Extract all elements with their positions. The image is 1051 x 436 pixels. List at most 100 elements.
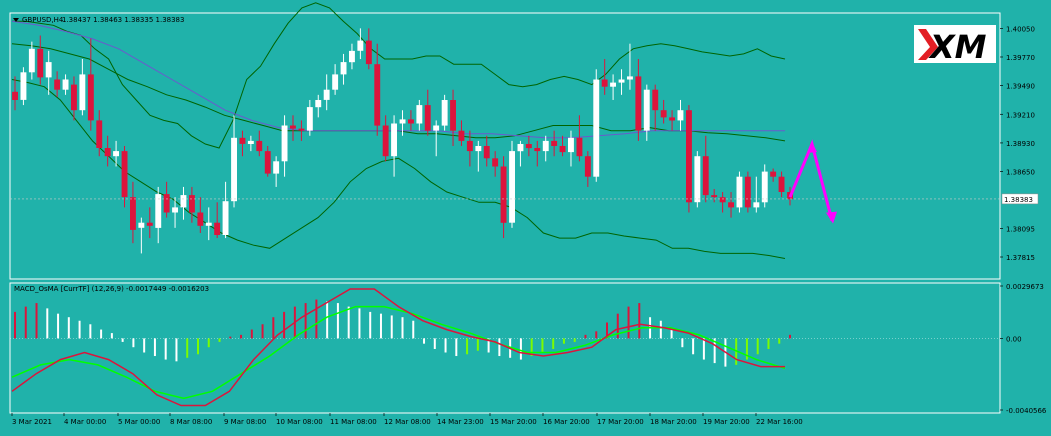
candle-body xyxy=(374,64,381,126)
candle-body xyxy=(273,161,280,174)
candle-body xyxy=(719,197,726,203)
candle-body xyxy=(290,125,296,129)
candle-body xyxy=(391,123,397,157)
candle-body xyxy=(180,195,187,208)
candle-body xyxy=(686,110,692,203)
candle-body xyxy=(744,176,751,208)
candle-body xyxy=(349,50,355,63)
candle-body xyxy=(239,137,246,144)
candle-body xyxy=(315,100,322,108)
candle-body xyxy=(753,202,760,208)
x-tick-label: 19 Mar 20:00 xyxy=(703,418,750,426)
y-tick-label: 1.37815 xyxy=(1006,254,1035,262)
forecast-arrow-down-head xyxy=(826,211,837,224)
x-tick-label: 15 Mar 20:00 xyxy=(490,418,537,426)
candle-body xyxy=(643,89,650,131)
candle-body xyxy=(669,117,675,121)
forecast-arrow-up-head xyxy=(807,141,817,153)
candle-body xyxy=(424,105,431,131)
bollinger-middle-line xyxy=(11,43,786,142)
candle-body xyxy=(197,212,204,226)
candle-body xyxy=(433,125,440,131)
candle-body xyxy=(214,222,221,235)
current-price-tag xyxy=(1001,193,1039,205)
candle-body xyxy=(172,207,178,213)
x-tick-label: 10 Mar 08:00 xyxy=(276,418,323,426)
candle-body xyxy=(12,91,18,100)
logo-x-red-part xyxy=(918,29,938,60)
candle-body xyxy=(79,74,86,111)
candle-body xyxy=(761,171,768,203)
y-tick-label: 1.39210 xyxy=(1006,111,1035,119)
candle-body xyxy=(37,48,44,78)
candle-body xyxy=(28,48,35,73)
oscillator-panel-frame xyxy=(9,282,1001,414)
candle-body xyxy=(231,137,237,202)
x-tick-label: 3 Mar 2021 xyxy=(12,418,52,426)
dropdown-triangle-icon xyxy=(13,18,19,22)
candle-body xyxy=(702,156,709,196)
logo-text: XM xyxy=(928,28,987,66)
candle-body xyxy=(584,156,591,177)
bollinger-upper-line xyxy=(12,2,786,149)
candle-body xyxy=(778,176,785,192)
indicator-label: MACD_OsMA [CurrTF] (12,26,9) -0.0017449 … xyxy=(14,285,209,293)
candle-body xyxy=(677,110,684,121)
candle-body xyxy=(475,146,482,152)
candle-body xyxy=(323,89,330,100)
candle-body xyxy=(416,105,423,124)
candle-body xyxy=(96,120,103,148)
x-tick-label: 12 Mar 08:00 xyxy=(384,418,431,426)
y-tick-label: 1.38095 xyxy=(1006,225,1035,233)
candle-body xyxy=(222,201,229,235)
candle-body xyxy=(610,82,616,87)
signal-line xyxy=(11,305,786,400)
candle-body xyxy=(770,171,777,177)
candle-body xyxy=(138,222,145,228)
candle-body xyxy=(365,40,372,65)
candle-body xyxy=(62,79,69,90)
candle-body xyxy=(559,146,566,153)
candle-body xyxy=(542,140,549,152)
candle-body xyxy=(163,194,170,213)
candle-body xyxy=(130,197,136,230)
x-tick-label: 16 Mar 20:00 xyxy=(543,418,590,426)
candle-body xyxy=(525,144,532,149)
candle-body xyxy=(728,202,734,208)
candle-body xyxy=(652,89,659,111)
xm-logo: XM xyxy=(914,25,996,66)
x-tick-label: 22 Mar 16:00 xyxy=(756,418,803,426)
candle-body xyxy=(87,74,94,121)
candle-body xyxy=(45,62,52,78)
candle-body xyxy=(500,166,507,223)
candle-body xyxy=(576,137,583,157)
symbol-label: GBPUSD,H4 xyxy=(22,16,64,24)
macd-line xyxy=(11,288,785,407)
candle-body xyxy=(54,79,61,90)
candle-body xyxy=(382,125,389,157)
candle-body xyxy=(340,62,347,75)
candle-body xyxy=(146,222,153,226)
candle-body xyxy=(20,72,27,100)
candle-body xyxy=(357,40,364,51)
candle-body xyxy=(113,151,119,157)
candle-body xyxy=(509,151,515,223)
x-tick-label: 8 Mar 08:00 xyxy=(170,418,212,426)
y-tick-label: 1.39490 xyxy=(1006,83,1035,91)
candle-body xyxy=(627,76,633,80)
candle-body xyxy=(264,151,271,174)
candle-body xyxy=(247,140,254,144)
price-panel-frame xyxy=(9,12,1001,280)
candle-body xyxy=(551,140,558,146)
candle-body xyxy=(568,137,574,153)
osc-y-tick-label: -0.0040566 xyxy=(1006,407,1047,415)
x-tick-label: 5 Mar 00:00 xyxy=(118,418,160,426)
ohlc-label: 1.38437 1.38463 1.38335 1.38383 xyxy=(62,16,184,24)
candle-body xyxy=(121,151,128,198)
candle-body xyxy=(618,79,625,83)
candle-body xyxy=(155,194,162,228)
y-tick-label: 1.38650 xyxy=(1006,169,1035,177)
candle-body xyxy=(736,176,743,208)
candle-body xyxy=(281,125,288,162)
